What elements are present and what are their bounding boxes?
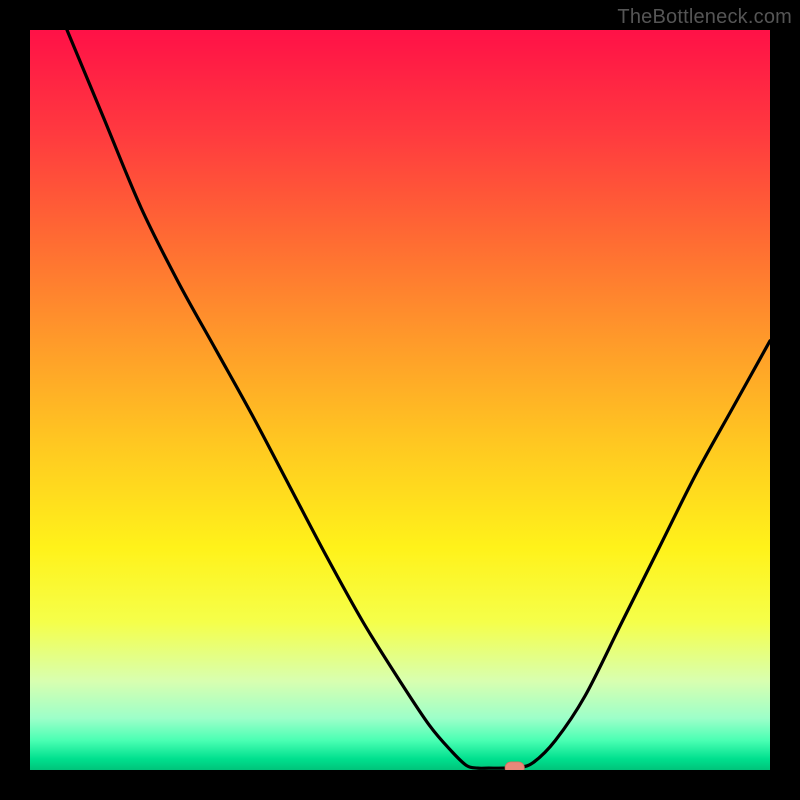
- chart-container: TheBottleneck.com: [0, 0, 800, 800]
- gradient-background: [30, 30, 770, 770]
- optimal-point-marker: [505, 762, 524, 770]
- chart-svg: [30, 30, 770, 770]
- plot-area: [30, 30, 770, 770]
- watermark: TheBottleneck.com: [617, 6, 792, 29]
